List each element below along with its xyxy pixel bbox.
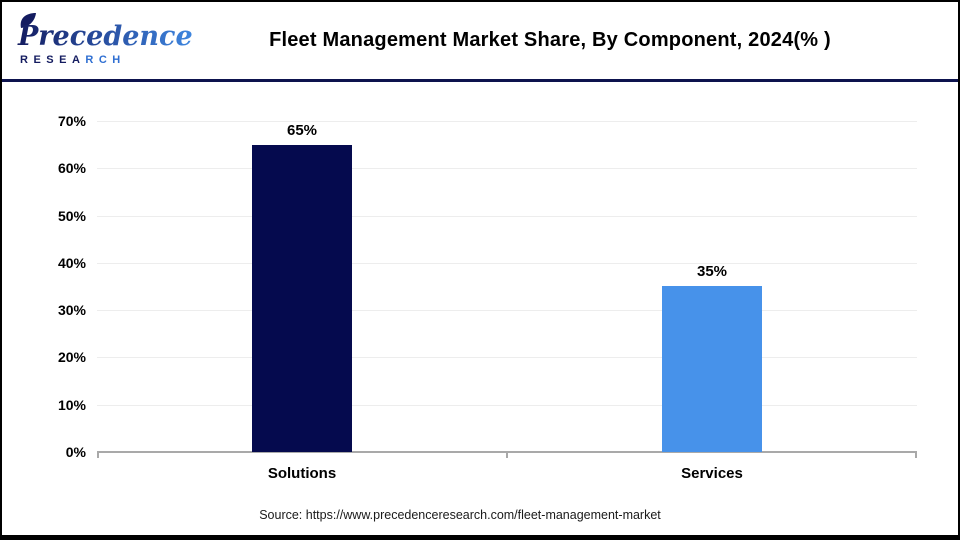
bar-value-label-solutions: 65%: [286, 122, 318, 139]
svg-text:RESEARCH: RESEARCH: [20, 54, 126, 66]
header: Precedence RESEARCH Fleet Management Mar…: [2, 2, 958, 79]
bar-services: [662, 286, 762, 452]
bar-group-services: 35%: [662, 264, 762, 452]
chart-title: Fleet Management Market Share, By Compon…: [269, 29, 831, 51]
y-axis-tick-label: 40%: [57, 254, 86, 271]
gridline: [97, 357, 917, 359]
y-axis-tick-label: 70%: [57, 113, 86, 129]
logo-sub-right: RCH: [85, 54, 125, 66]
y-axis-tick-label: 50%: [57, 207, 86, 224]
x-axis-tick-left: [97, 453, 99, 458]
x-axis-label-solutions: Solutions: [267, 465, 337, 482]
gridline: [97, 168, 917, 170]
bar-solutions: [252, 145, 352, 452]
y-axis-tick-label: 20%: [57, 349, 86, 366]
precedence-research-logo: Precedence RESEARCH: [17, 13, 193, 66]
x-axis-label-services: Services: [681, 465, 743, 482]
bar-group-solutions: 65%: [252, 123, 352, 452]
y-axis-tick-label: 0%: [65, 444, 86, 460]
leaf-icon: [20, 13, 36, 28]
x-axis-line: [97, 451, 917, 453]
header-divider: [2, 79, 958, 82]
gridline: [97, 215, 917, 217]
logo-sub-left: RESEA: [20, 54, 85, 66]
source-text: Source: https://www.precedenceresearch.c…: [259, 508, 661, 522]
gridline: [97, 404, 917, 406]
x-axis-tick-middle: [506, 453, 508, 458]
logo-word: Precedence: [17, 21, 193, 52]
gridline: [97, 310, 917, 312]
y-axis-tick-label: 10%: [57, 396, 86, 413]
bar-value-label-services: 35%: [696, 263, 728, 280]
y-axis-tick-label: 60%: [57, 160, 86, 177]
y-axis-tick-label: 30%: [57, 302, 86, 319]
chart-region: 0% 10% 20% 30% 40% 50% 60% 70% 65% 35% Solution…: [2, 82, 958, 535]
gridline: [97, 262, 917, 264]
x-axis-tick-right: [915, 453, 917, 458]
gridline: [97, 121, 917, 122]
